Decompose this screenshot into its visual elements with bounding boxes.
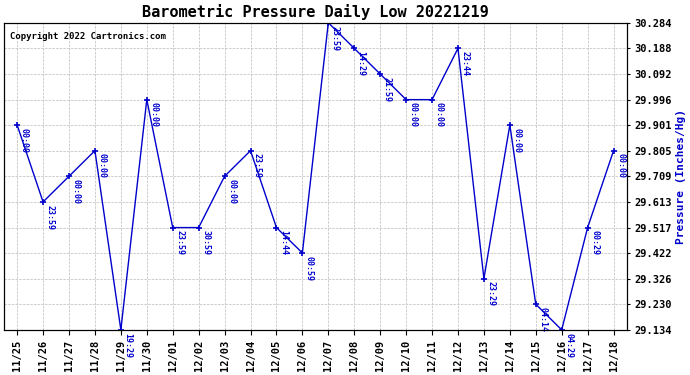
Title: Barometric Pressure Daily Low 20221219: Barometric Pressure Daily Low 20221219 xyxy=(142,4,489,20)
Text: 00:00: 00:00 xyxy=(435,102,444,128)
Text: 14:44: 14:44 xyxy=(279,230,288,255)
Text: 04:14: 04:14 xyxy=(538,307,547,332)
Text: 23:59: 23:59 xyxy=(331,26,339,51)
Text: 23:59: 23:59 xyxy=(253,153,262,178)
Text: 00:00: 00:00 xyxy=(512,128,521,153)
Text: 00:00: 00:00 xyxy=(97,153,106,178)
Text: 19:29: 19:29 xyxy=(124,333,132,358)
Text: 00:00: 00:00 xyxy=(408,102,417,128)
Text: 00:00: 00:00 xyxy=(149,102,158,128)
Text: 23:44: 23:44 xyxy=(460,51,469,76)
Text: 23:29: 23:29 xyxy=(486,281,495,306)
Text: 00:59: 00:59 xyxy=(305,256,314,281)
Y-axis label: Pressure (Inches/Hg): Pressure (Inches/Hg) xyxy=(676,109,686,244)
Text: 00:00: 00:00 xyxy=(72,179,81,204)
Text: 23:59: 23:59 xyxy=(175,230,184,255)
Text: 14:29: 14:29 xyxy=(357,51,366,76)
Text: 00:00: 00:00 xyxy=(19,128,28,153)
Text: 23:59: 23:59 xyxy=(46,205,55,230)
Text: 00:00: 00:00 xyxy=(227,179,236,204)
Text: 00:00: 00:00 xyxy=(616,153,625,178)
Text: 21:59: 21:59 xyxy=(383,77,392,102)
Text: 00:29: 00:29 xyxy=(590,230,599,255)
Text: 30:59: 30:59 xyxy=(201,230,210,255)
Text: Copyright 2022 Cartronics.com: Copyright 2022 Cartronics.com xyxy=(10,32,166,41)
Text: 04:29: 04:29 xyxy=(564,333,573,358)
